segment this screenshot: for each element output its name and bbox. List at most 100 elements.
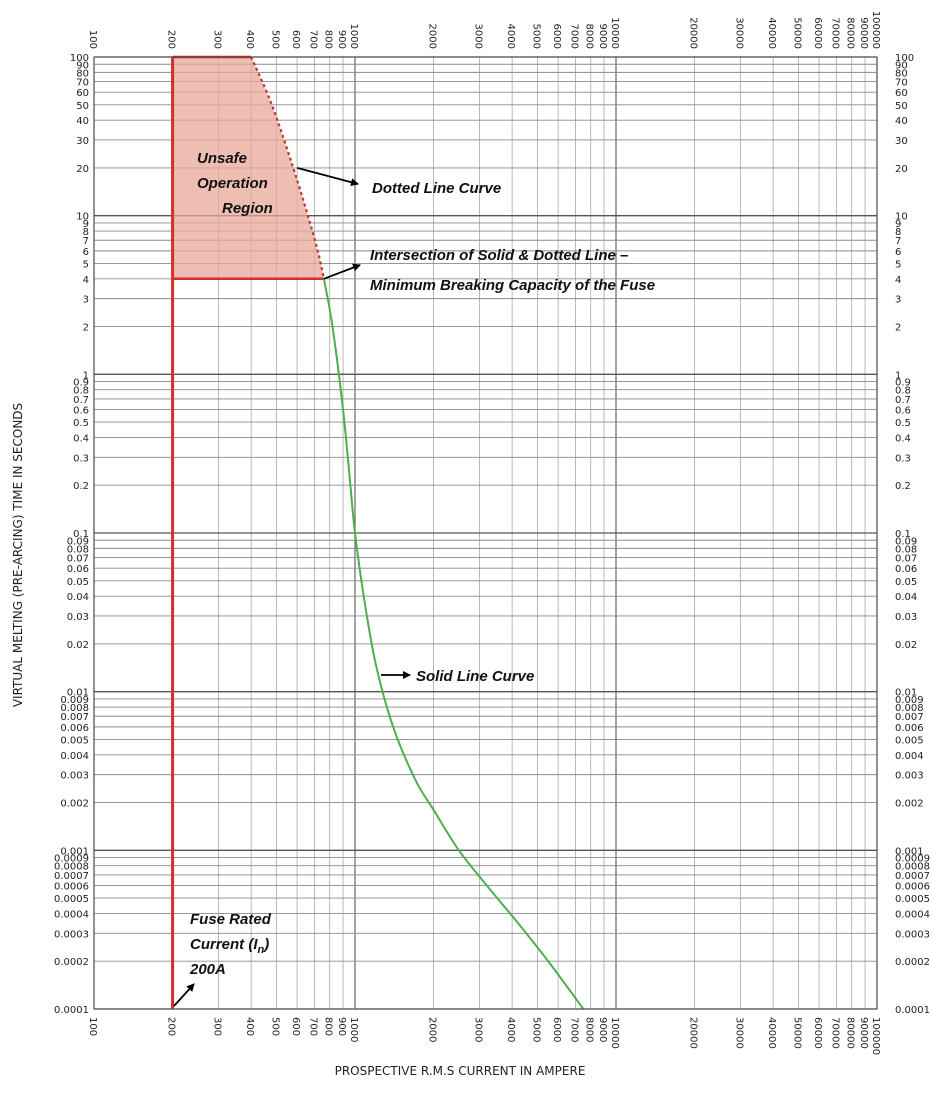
y-tick-label-left: 8 — [83, 227, 89, 238]
unsafe-region-fill — [172, 57, 324, 279]
y-tick-label-right: 0.9 — [895, 378, 911, 389]
x-tick-label-top: 800 — [323, 30, 334, 49]
y-tick-label-left: 9 — [83, 219, 89, 230]
y-tick-label-left: 0.009 — [60, 695, 89, 706]
x-tick-label-bottom: 6000 — [551, 1017, 562, 1042]
y-tick-label-left: 0.0009 — [54, 854, 89, 865]
y-tick-label-right: 0.005 — [895, 735, 924, 746]
x-tick-label-top: 600 — [290, 30, 301, 49]
curves — [171, 56, 585, 1010]
y-tick-label-left: 1 — [83, 370, 89, 381]
y-tick-label-left: 0.0006 — [54, 882, 89, 893]
x-tick-label-top: 300 — [212, 30, 223, 49]
x-tick-label-bottom: 8000 — [584, 1017, 595, 1042]
y-tick-label-right: 0.002 — [895, 799, 924, 810]
y-tick-label-left: 0.04 — [67, 592, 89, 603]
rated-current-label-line3: 200A — [189, 961, 226, 978]
y-tick-label-left: 0.001 — [60, 846, 89, 857]
x-tick-label-bottom: 40000 — [766, 1017, 777, 1049]
y-tick-labels: 0.0001 0.0001 0.0002 0.0002 0.0003 0.0003 0.00… — [54, 53, 930, 1016]
x-tick-label-top: 80000 — [845, 17, 856, 49]
rated-current-close: ) — [262, 936, 269, 953]
y-tick-label-right: 0.003 — [895, 771, 924, 782]
y-tick-label-left: 80 — [76, 68, 89, 79]
x-tick-label-bottom: 800 — [323, 1017, 334, 1036]
y-tick-label-left: 0.1 — [73, 529, 89, 540]
y-tick-label-left: 0.01 — [67, 688, 89, 699]
x-tick-label-bottom: 2000 — [427, 1017, 438, 1042]
x-tick-label-bottom: 10000 — [609, 1017, 620, 1049]
y-tick-label-right: 0.01 — [895, 688, 917, 699]
dotted-curve-arrow — [296, 167, 359, 187]
x-tick-label-bottom: 200 — [166, 1017, 177, 1036]
y-tick-label-right: 7 — [895, 236, 901, 247]
y-tick-label-left: 0.004 — [60, 751, 89, 762]
y-tick-label-left: 0.005 — [60, 735, 89, 746]
y-tick-label-right: 0.1 — [895, 529, 911, 540]
x-tick-label-bottom: 400 — [244, 1017, 255, 1036]
y-tick-label-left: 20 — [76, 164, 89, 175]
x-tick-label-top: 50000 — [791, 17, 802, 49]
x-tick-label-bottom: 9000 — [597, 1017, 608, 1042]
y-tick-label-left: 40 — [76, 116, 89, 127]
y-tick-label-right: 0.6 — [895, 406, 911, 417]
y-tick-label-right: 0.009 — [895, 695, 924, 706]
x-tick-label-top: 100 — [87, 30, 98, 49]
x-tick-label-bottom: 7000 — [569, 1017, 580, 1042]
rated-current-arrow — [173, 983, 195, 1007]
y-tick-label-left: 0.0007 — [54, 871, 89, 882]
y-tick-label-right: 0.05 — [895, 577, 917, 588]
rated-current-label-line2: Current (In) — [190, 936, 269, 956]
y-tick-label-right: 0.03 — [895, 612, 917, 623]
x-tick-label-top: 5000 — [530, 24, 541, 49]
y-tick-label-left: 0.007 — [60, 712, 89, 723]
y-tick-label-left: 0.6 — [73, 406, 89, 417]
y-tick-label-left: 3 — [83, 295, 89, 306]
y-tick-label-right: 0.0008 — [895, 862, 930, 873]
y-tick-label-right: 3 — [895, 295, 901, 306]
y-tick-label-right: 0.0004 — [895, 909, 930, 920]
y-tick-label-left: 10 — [76, 212, 89, 223]
y-tick-label-left: 0.05 — [67, 577, 89, 588]
y-tick-label-right: 0.0006 — [895, 882, 930, 893]
y-tick-label-right: 80 — [895, 68, 908, 79]
y-tick-label-left: 0.0008 — [54, 862, 89, 873]
y-tick-label-right: 40 — [895, 116, 908, 127]
y-tick-label-left: 0.03 — [67, 612, 89, 623]
y-tick-label-right: 4 — [895, 275, 901, 286]
y-tick-label-right: 90 — [895, 60, 908, 71]
y-tick-label-right: 0.09 — [895, 536, 917, 547]
y-tick-label-left: 0.002 — [60, 799, 89, 810]
y-tick-label-right: 0.0001 — [895, 1005, 930, 1016]
x-tick-label-bottom: 3000 — [473, 1017, 484, 1042]
intersection-label-line2: Minimum Breaking Capacity of the Fuse — [370, 277, 655, 294]
y-tick-label-right: 0.7 — [895, 395, 911, 406]
x-tick-label-top: 40000 — [766, 17, 777, 49]
y-tick-label-right: 0.0009 — [895, 854, 930, 865]
y-tick-label-left: 70 — [76, 78, 89, 89]
y-tick-label-right: 20 — [895, 164, 908, 175]
x-tick-label-top: 70000 — [830, 17, 841, 49]
y-tick-label-left: 0.7 — [73, 395, 89, 406]
y-tick-label-right: 0.04 — [895, 592, 917, 603]
x-tick-label-bottom: 4000 — [505, 1017, 516, 1042]
x-tick-label-top: 90000 — [858, 17, 869, 49]
y-tick-label-right: 2 — [895, 323, 901, 334]
y-tick-label-right: 30 — [895, 136, 908, 147]
x-tick-label-top: 2000 — [427, 24, 438, 49]
y-tick-label-right: 0.02 — [895, 640, 917, 651]
solid-curve-label: Solid Line Curve — [416, 668, 534, 685]
x-tick-label-bottom: 500 — [269, 1017, 280, 1036]
y-axis-title: VIRTUAL MELTING (PRE-ARCING) TIME IN SEC… — [11, 403, 25, 707]
x-tick-label-top: 900 — [336, 30, 347, 49]
y-tick-label-left: 100 — [70, 53, 89, 64]
y-tick-label-right: 0.0002 — [895, 957, 930, 968]
y-tick-label-right: 9 — [895, 219, 901, 230]
x-tick-label-top: 200 — [166, 30, 177, 49]
y-tick-label-right: 0.4 — [895, 433, 911, 444]
x-tick-label-bottom: 20000 — [688, 1017, 699, 1049]
y-tick-label-right: 1 — [895, 370, 901, 381]
y-tick-label-right: 0.07 — [895, 554, 917, 565]
x-tick-label-bottom: 100 — [87, 1017, 98, 1036]
